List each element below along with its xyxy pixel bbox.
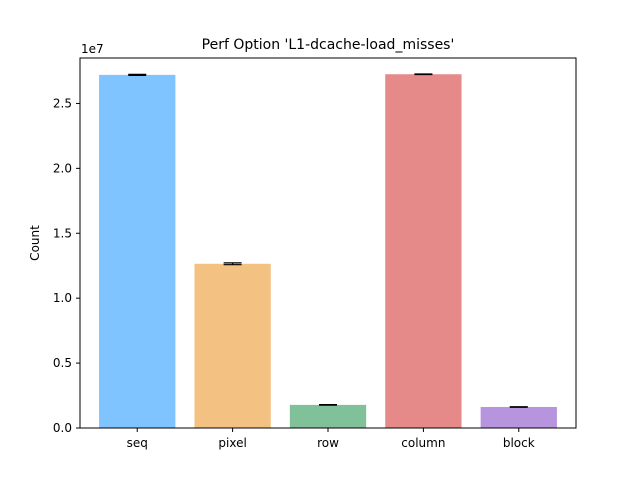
plot-frame — [79, 57, 577, 429]
x-axis: seq pixel row column block — [127, 428, 535, 450]
y-axis: 0.0 0.5 1.0 1.5 2.0 2.5 — [53, 96, 80, 435]
y-offset-label: 1e7 — [81, 42, 104, 56]
bar-row — [289, 404, 367, 428]
x-tick-label-column: column — [401, 436, 445, 450]
x-tick-label-row: row — [317, 436, 339, 450]
bar-block — [480, 406, 557, 428]
x-tick-label-pixel: pixel — [218, 436, 246, 450]
x-tick-label-block: block — [503, 436, 535, 450]
x-tick-label-seq: seq — [127, 436, 148, 450]
bar-seq — [99, 74, 176, 428]
y-tick-label: 0.0 — [53, 421, 72, 435]
y-tick-label: 1.0 — [53, 291, 72, 305]
chart-title: Perf Option 'L1-dcache-load_misses' — [202, 37, 455, 53]
bar-pixel — [194, 263, 271, 428]
y-tick-label: 2.0 — [53, 161, 72, 175]
y-tick-label: 1.5 — [53, 226, 72, 240]
error-bars-group — [128, 73, 528, 408]
y-tick-label: 0.5 — [53, 356, 72, 370]
y-axis-label: Count — [28, 225, 42, 261]
bar-column — [385, 74, 462, 428]
bars-group — [99, 74, 557, 428]
y-tick-label: 2.5 — [53, 96, 72, 110]
